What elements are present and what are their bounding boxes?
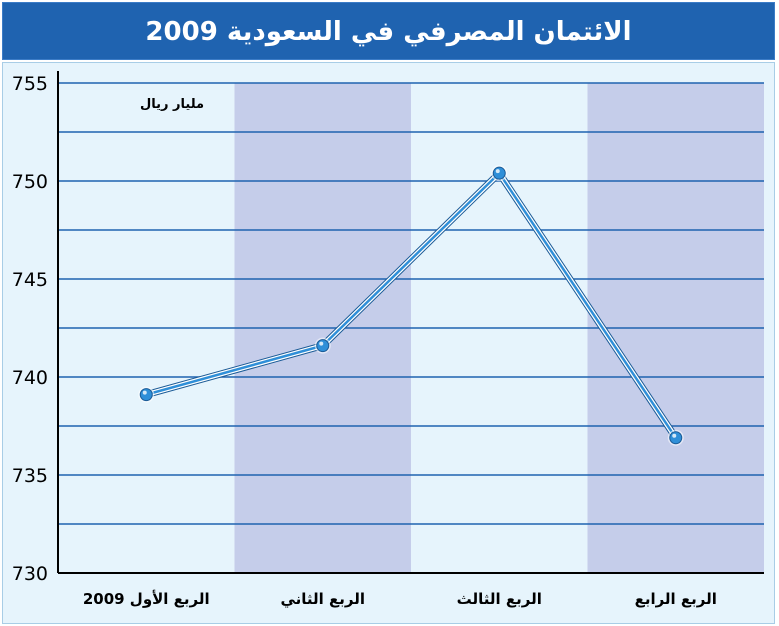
x-tick-label: الربع الثاني: [280, 590, 365, 608]
title-bar: الائتمان المصرفي في السعودية 2009: [2, 2, 775, 60]
data-point: [669, 431, 683, 445]
axes: [57, 71, 764, 574]
x-tick-labels: الربع الأول 2009 الربع الثاني الربع الثالث…: [83, 590, 717, 608]
data-point: [316, 339, 330, 353]
y-tick-label: 740: [12, 367, 48, 389]
series-points: [138, 165, 684, 446]
data-point-shine: [672, 433, 677, 438]
unit-label: مليار ريال: [140, 97, 204, 112]
data-point: [139, 388, 153, 402]
x-tick-label: الربع الثالث: [457, 590, 542, 608]
y-tick-labels: 730 735 740 745 750 755: [12, 73, 48, 585]
chart-title: الائتمان المصرفي في السعودية 2009: [145, 17, 632, 47]
y-tick-label: 735: [12, 465, 48, 487]
y-tick-label: 745: [12, 269, 48, 291]
x-tick-label: الربع الأول 2009: [83, 590, 210, 608]
data-point-shine: [495, 169, 500, 174]
data-point-shine: [142, 390, 147, 395]
x-tick-label: الربع الرابع: [635, 590, 717, 608]
data-point: [492, 166, 506, 180]
y-tick-label: 755: [12, 73, 48, 95]
y-tick-label: 750: [12, 171, 48, 193]
series-line: [145, 171, 677, 440]
series-line: [142, 169, 680, 442]
grid-lines: [58, 82, 764, 525]
y-tick-label: 730: [12, 563, 48, 585]
data-point-shine: [319, 341, 324, 346]
